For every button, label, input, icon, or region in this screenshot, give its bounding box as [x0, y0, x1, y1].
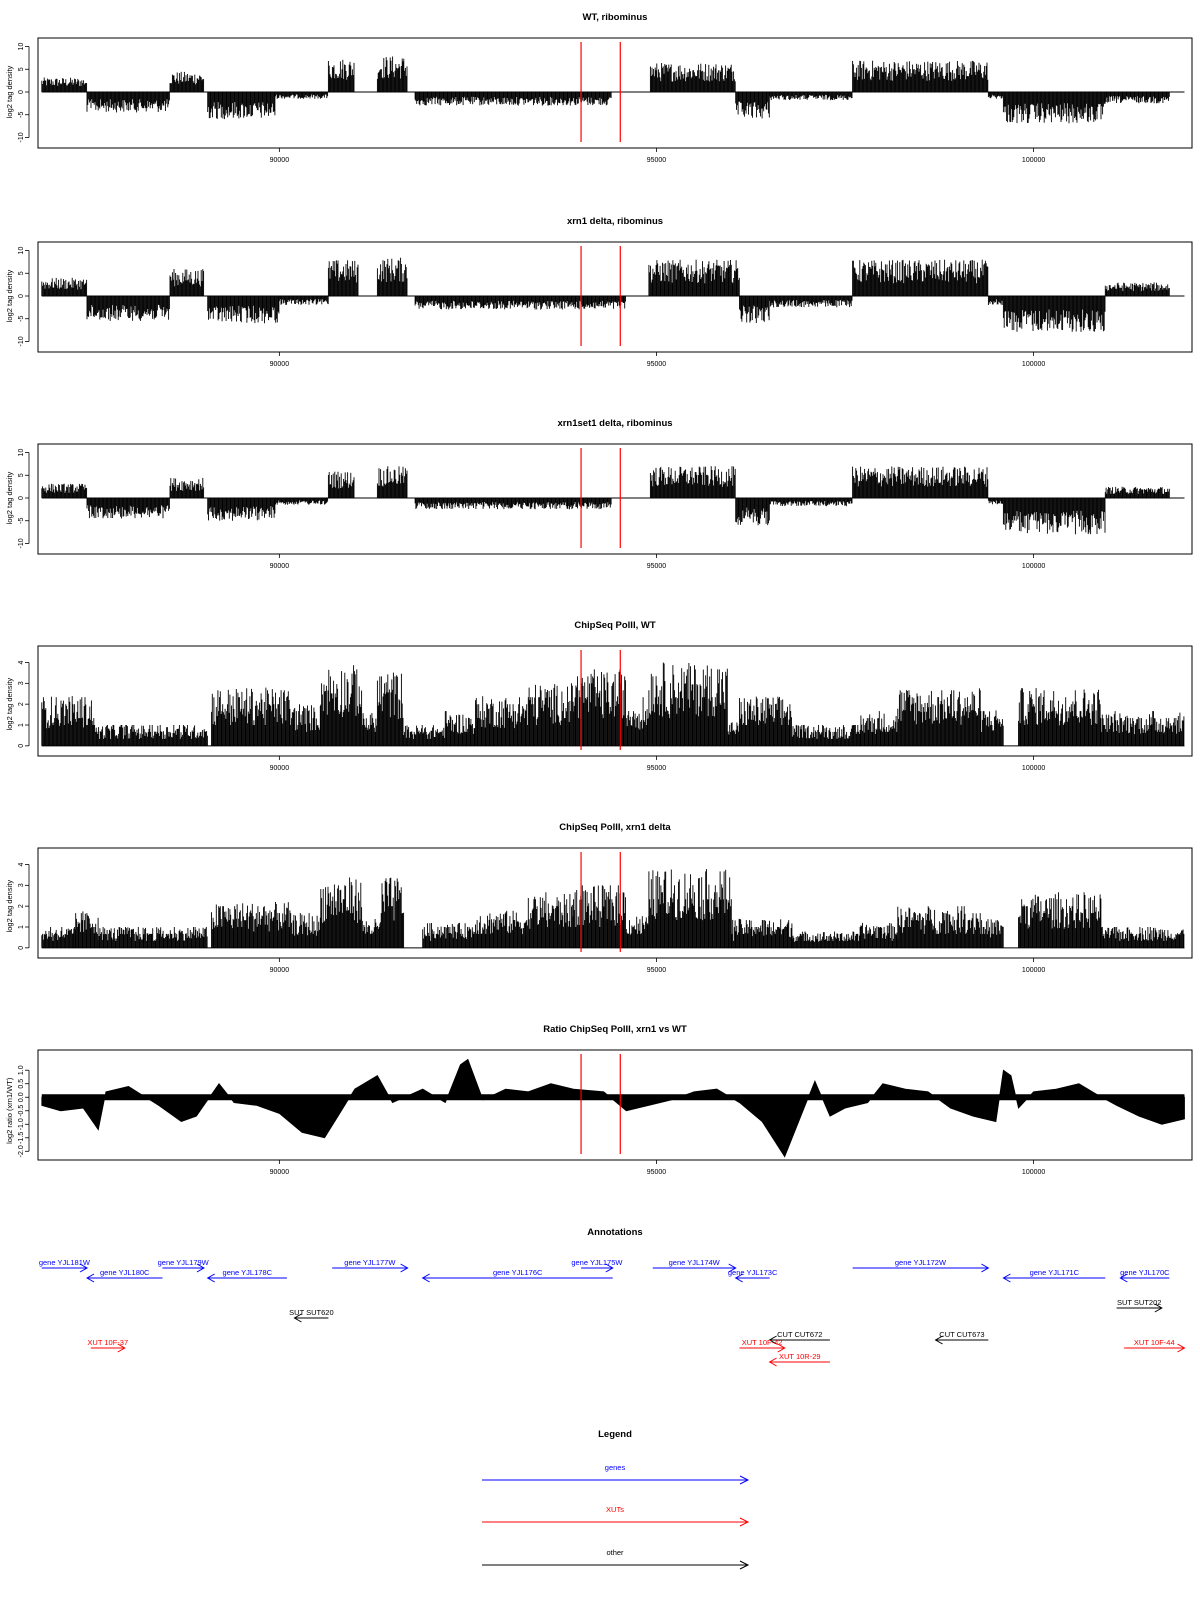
bar-series: [41, 662, 1185, 747]
y-tick-label: 0: [18, 496, 25, 500]
y-tick-label: 10: [18, 247, 25, 255]
y-tick-label: 5: [18, 67, 25, 71]
panel-title: ChipSeq PolII, WT: [574, 620, 655, 631]
y-tick-label: 10: [18, 43, 25, 51]
panel-title: xrn1set1 delta, ribominus: [557, 418, 672, 429]
y-tick-label: 5: [18, 271, 25, 275]
y-tick-label: 0: [18, 90, 25, 94]
x-tick-label: 100000: [1022, 765, 1045, 772]
panel-title: WT, ribominus: [583, 12, 648, 23]
y-tick-label: 0: [18, 294, 25, 298]
y-tick-label: -5: [18, 112, 25, 118]
y-tick-label: -5: [18, 518, 25, 524]
panel-title: xrn1 delta, ribominus: [567, 216, 663, 227]
bar-series: [41, 56, 1185, 124]
panel-2: xrn1 delta, ribominus -10 -5 0 5 10 log2 tag d…: [5, 216, 1193, 368]
x-tick-label: 100000: [1022, 563, 1045, 570]
x-tick-label: 95000: [647, 361, 667, 368]
panel-1: WT, ribominus -10 -5 0 5 10 log2 tag density 90…: [5, 12, 1193, 164]
y-tick-label: 0: [18, 744, 25, 748]
y-tick-label: -5: [18, 316, 25, 322]
y-tick-label: -10: [18, 538, 25, 548]
y-tick-label: 10: [18, 449, 25, 457]
x-tick-label: 100000: [1022, 361, 1045, 368]
y-tick-label: 3: [18, 681, 25, 685]
plot-frame: [37, 37, 1193, 149]
y-tick-label: -10: [18, 132, 25, 142]
bar-series: [41, 257, 1185, 332]
panel-3: xrn1set1 delta, ribominus -10 -5 0 5 10 log2 t…: [5, 418, 1193, 570]
plot-frame: [37, 443, 1193, 555]
x-tick-label: 100000: [1022, 157, 1045, 164]
plot-frame: [37, 241, 1193, 353]
x-tick-label: 90000: [270, 157, 290, 164]
x-tick-label: 95000: [647, 765, 667, 772]
y-tick-label: 5: [18, 473, 25, 477]
x-tick-label: 95000: [647, 157, 667, 164]
y-axis-label: log2 tag density: [5, 65, 14, 118]
y-axis-label: log2 tag density: [5, 269, 14, 322]
x-tick-label: 90000: [270, 765, 290, 772]
y-axis-label: log2 tag density: [5, 471, 14, 524]
x-tick-label: 95000: [647, 563, 667, 570]
plot-frame: [37, 645, 1193, 757]
bar-series: [41, 466, 1185, 535]
x-tick-label: 90000: [270, 361, 290, 368]
y-tick-label: 1: [18, 723, 25, 727]
panel-4: ChipSeq PolII, WT 0 1 2 3 4 log2 tag density 90…: [5, 620, 1193, 772]
y-tick-label: 2: [18, 702, 25, 706]
y-tick-label: 4: [18, 660, 25, 664]
x-tick-label: 90000: [270, 563, 290, 570]
y-tick-label: -10: [18, 336, 25, 346]
y-axis-label: log2 tag density: [5, 678, 14, 731]
